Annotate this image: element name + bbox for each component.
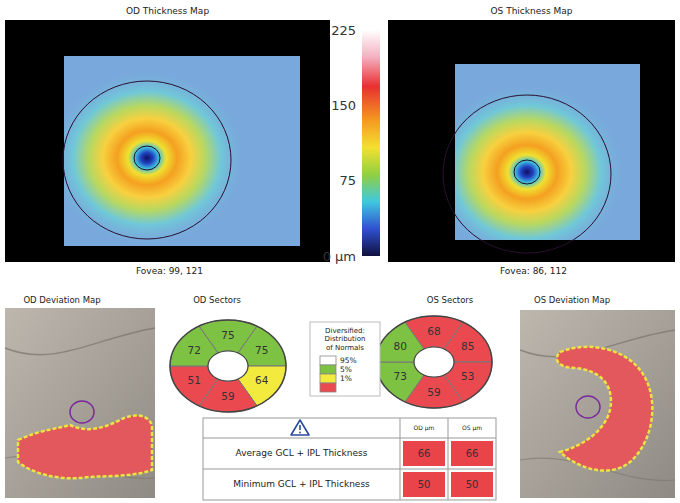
svg-text:64: 64	[255, 374, 269, 386]
svg-text:OD Thickness Map: OD Thickness Map	[126, 6, 209, 16]
svg-text:5%: 5%	[340, 365, 352, 374]
svg-text:OD µm: OD µm	[414, 424, 435, 432]
svg-text:150: 150	[331, 98, 356, 113]
svg-text:Diversified:: Diversified:	[325, 327, 365, 335]
svg-text:59: 59	[427, 386, 440, 398]
svg-text:75: 75	[255, 344, 268, 356]
svg-text:OS Thickness Map: OS Thickness Map	[491, 6, 573, 16]
svg-text:59: 59	[221, 390, 234, 402]
svg-text:Fovea: 99, 121: Fovea: 99, 121	[136, 266, 203, 276]
svg-text:50: 50	[418, 479, 431, 490]
svg-text:Average GCL + IPL Thickness: Average GCL + IPL Thickness	[236, 448, 368, 458]
svg-text:72: 72	[188, 344, 201, 356]
svg-text:OS Deviation Map: OS Deviation Map	[534, 295, 610, 305]
svg-text:Minimum GCL + IPL Thickness: Minimum GCL + IPL Thickness	[233, 479, 370, 489]
svg-text:0 µm: 0 µm	[323, 249, 356, 264]
svg-text:75: 75	[221, 329, 234, 341]
svg-text:85: 85	[461, 340, 474, 352]
svg-text:66: 66	[418, 448, 431, 459]
svg-text:73: 73	[394, 370, 407, 382]
svg-text:OS Sectors: OS Sectors	[427, 295, 474, 305]
svg-text:1%: 1%	[340, 374, 352, 383]
svg-text:51: 51	[188, 374, 201, 386]
svg-text:50: 50	[466, 479, 479, 490]
svg-text:Distribution: Distribution	[325, 335, 366, 343]
svg-text:225: 225	[331, 23, 356, 38]
svg-text:Fovea: 86, 112: Fovea: 86, 112	[500, 266, 567, 276]
svg-text:75: 75	[339, 173, 356, 188]
svg-text:66: 66	[466, 448, 479, 459]
svg-text:of Normals: of Normals	[326, 344, 364, 352]
svg-text:OD Deviation Map: OD Deviation Map	[23, 295, 100, 305]
svg-text:53: 53	[461, 370, 474, 382]
svg-text:OS µm: OS µm	[462, 424, 482, 432]
svg-text:OD Sectors: OD Sectors	[193, 295, 241, 305]
svg-text:80: 80	[394, 340, 407, 352]
svg-text:95%: 95%	[340, 356, 357, 365]
svg-text:68: 68	[427, 325, 440, 337]
